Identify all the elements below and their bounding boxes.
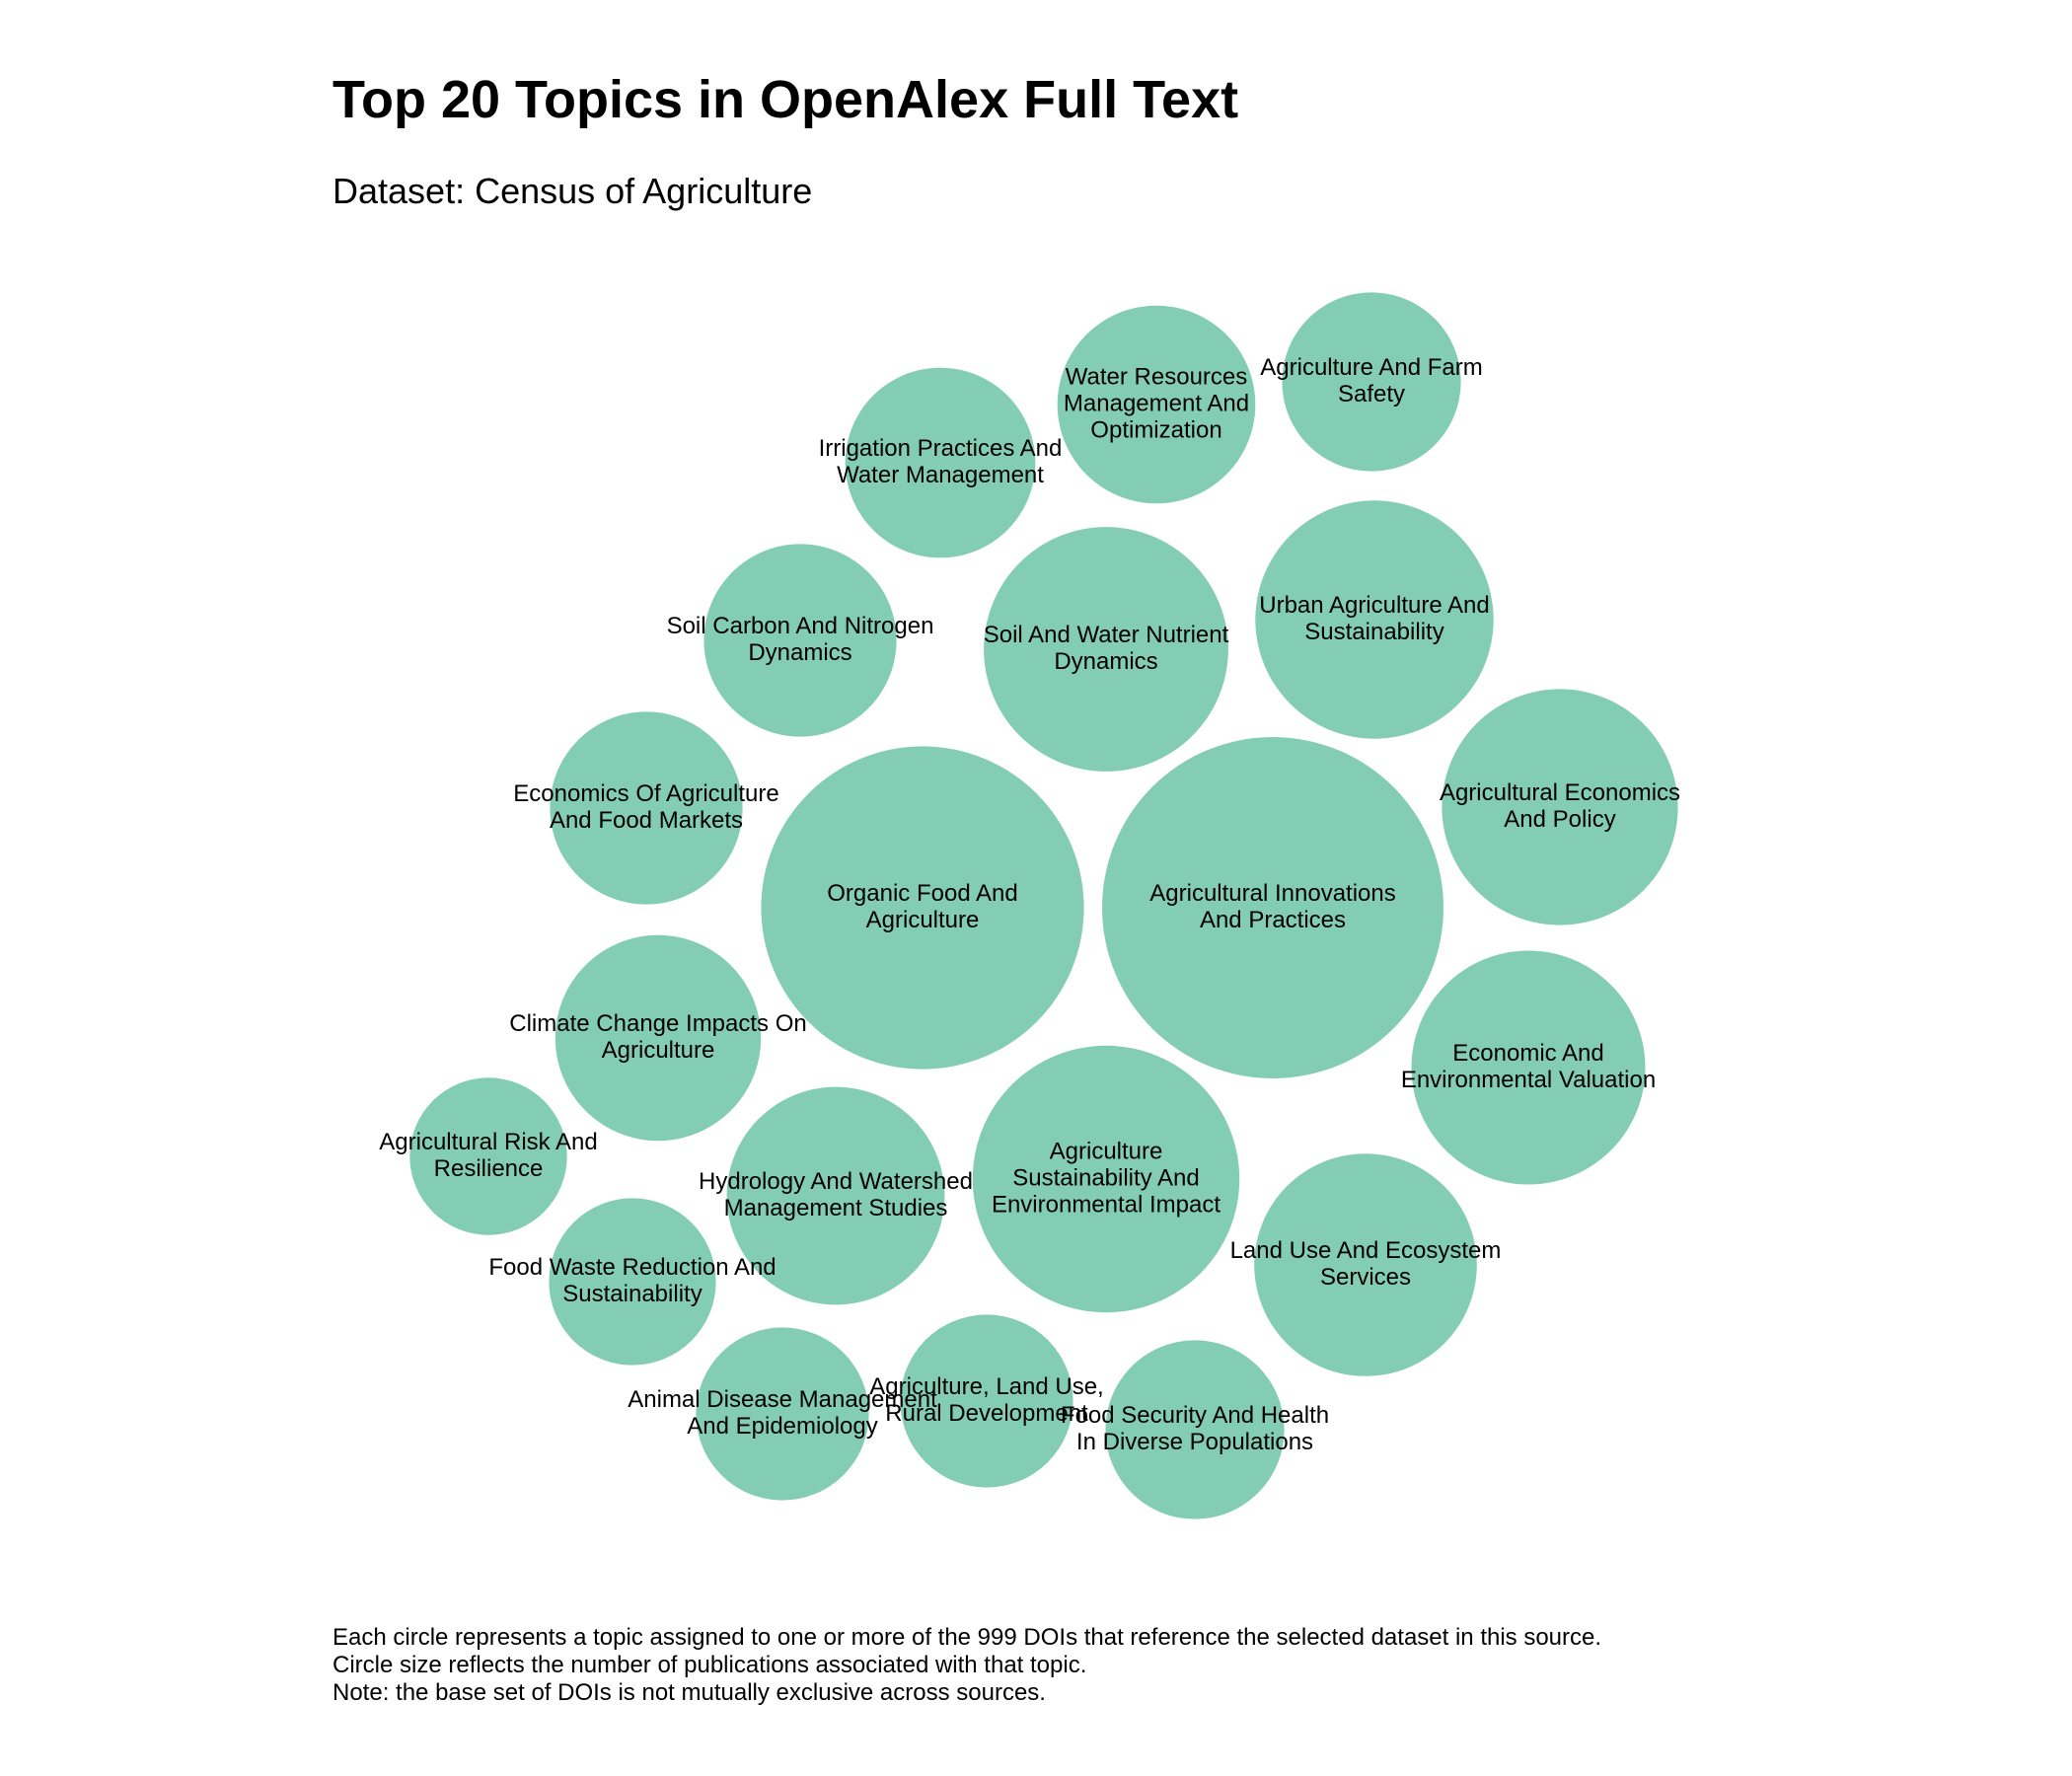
bubble-label-line: Economic And	[1452, 1040, 1603, 1067]
bubble-label-line: Soil Carbon And Nitrogen	[667, 613, 934, 639]
bubble-label-line: Sustainability And	[1012, 1164, 1199, 1191]
bubble-label-line: Resilience	[434, 1155, 544, 1182]
bubble-label-line: Food Security And Health	[1061, 1402, 1329, 1429]
bubble-label-line: Irrigation Practices And	[819, 435, 1063, 462]
chart-notes: Each circle represents a topic assigned …	[333, 1624, 1601, 1707]
bubble-label-water-resources-management-and-optimization: Water Resources Management And Optimizatio…	[1064, 363, 1249, 443]
bubble-label-line: Agriculture	[602, 1037, 715, 1064]
bubble-label-line: Agricultural Economics	[1440, 779, 1680, 806]
note-line-2: Circle size reflects the number of publi…	[333, 1652, 1601, 1679]
bubble-label-line: Organic Food And	[827, 880, 1017, 907]
bubble-label-line: Agriculture	[866, 907, 980, 933]
bubble-label-line: Land Use And Ecosystem	[1230, 1237, 1502, 1264]
bubble-label-line: Agricultural Risk And	[379, 1129, 597, 1155]
bubble-label-food-waste-reduction-and-sustainability: Food Waste Reduction And Sustainability	[488, 1254, 776, 1307]
note-line-3: Note: the base set of DOIs is not mutual…	[333, 1679, 1601, 1707]
bubble-label-line: Agriculture, Land Use,	[869, 1373, 1103, 1400]
bubble-label-line: And Food Markets	[550, 807, 743, 834]
bubble-label-line: Hydrology And Watershed	[699, 1168, 973, 1195]
bubble-label-line: Services	[1320, 1264, 1411, 1291]
bubble-label-line: Safety	[1338, 381, 1405, 407]
bubble-label-line: Environmental Impact	[992, 1191, 1221, 1218]
bubble-label-line: Water Management	[837, 462, 1044, 488]
bubble-label-food-security-and-health-in-diverse-populations: Food Security And Health In Diverse Popul…	[1061, 1402, 1329, 1455]
bubble-label-line: Management Studies	[724, 1195, 948, 1221]
bubble-label-line: Water Resources	[1066, 363, 1248, 390]
bubble-label-irrigation-practices-and-water-management: Irrigation Practices And Water Management	[819, 435, 1063, 488]
bubble-label-line: Climate Change Impacts On	[509, 1010, 806, 1037]
bubble-label-line: In Diverse Populations	[1076, 1429, 1313, 1455]
bubble-label-line: Sustainability	[562, 1281, 702, 1307]
bubble-label-hydrology-and-watershed-management-studies: Hydrology And Watershed Management Studie…	[699, 1168, 973, 1221]
bubble-label-line: Agriculture And Farm	[1260, 354, 1482, 381]
bubble-label-line: Environmental Valuation	[1401, 1067, 1656, 1093]
bubble-label-line: Agricultural Innovations	[1149, 880, 1395, 907]
bubble-label-line: And Epidemiology	[687, 1413, 877, 1440]
bubble-label-line: Rural Development	[885, 1400, 1088, 1427]
bubble-label-line: Dynamics	[1054, 648, 1157, 675]
bubble-label-climate-change-impacts-on-agriculture: Climate Change Impacts On Agriculture	[509, 1010, 806, 1064]
bubble-label-line: Economics Of Agriculture	[513, 780, 778, 807]
bubble-label-line: Food Waste Reduction And	[488, 1254, 776, 1281]
bubble-label-line: Urban Agriculture And	[1259, 592, 1489, 619]
bubble-label-line: Soil And Water Nutrient	[984, 622, 1229, 648]
bubble-label-line: Agriculture	[1050, 1138, 1163, 1164]
bubble-label-line: Optimization	[1090, 416, 1221, 443]
note-line-1: Each circle represents a topic assigned …	[333, 1624, 1601, 1652]
bubble-label-line: And Practices	[1200, 907, 1346, 933]
bubble-label-economics-of-agriculture-and-food-markets: Economics Of Agriculture And Food Markets	[513, 780, 778, 834]
bubble-label-line: Dynamics	[748, 639, 851, 666]
bubble-label-line: Management And	[1064, 390, 1249, 416]
bubble-label-agriculture-land-use-rural-development: Agriculture, Land Use, Rural Development	[869, 1373, 1103, 1427]
bubble-label-line: Sustainability	[1304, 619, 1443, 645]
bubble-label-line: And Policy	[1504, 806, 1615, 833]
